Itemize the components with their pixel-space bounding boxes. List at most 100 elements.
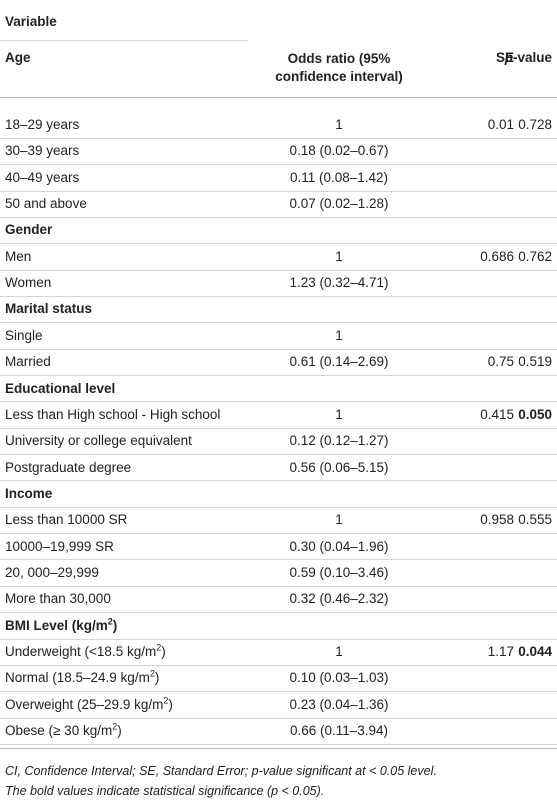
cell: Women	[5, 275, 52, 291]
cell: Obese (≥ 30 kg/m2)	[5, 721, 122, 739]
rule	[0, 40, 248, 41]
cell: 0.75	[487, 354, 514, 370]
cell: 1	[335, 644, 343, 659]
rule	[0, 243, 557, 245]
text-part: )	[168, 696, 173, 712]
rule	[0, 137, 557, 139]
cell: 0.728	[518, 117, 552, 132]
cell: 0.59 (0.10–3.46)	[289, 564, 389, 580]
cell: 40–49 years	[5, 169, 80, 185]
rule	[0, 97, 557, 98]
rule	[0, 480, 557, 482]
cell: 18–29 years	[5, 117, 80, 132]
section-label: BMI Level (kg/m2)	[5, 616, 117, 634]
cell: 10000–19,999 SR	[5, 538, 114, 554]
rule	[0, 748, 557, 749]
rule	[0, 743, 557, 745]
rule	[0, 295, 557, 297]
cell: Underweight (<18.5 kg/m2)	[5, 642, 166, 660]
rule	[0, 401, 557, 403]
rule	[0, 269, 557, 271]
text-part: -value	[512, 50, 552, 65]
cell: 0.12 (0.12–1.27)	[289, 433, 389, 449]
header-cell: p-value	[480, 50, 552, 66]
rule	[0, 427, 557, 429]
cell: 1	[335, 248, 343, 264]
cell: 1	[335, 512, 343, 528]
cell: 0.66 (0.11–3.94)	[289, 723, 389, 739]
cell: More than 30,000	[5, 591, 111, 607]
rule	[0, 375, 557, 376]
cell: 0.958	[480, 512, 514, 528]
cell: 20, 000–29,999	[5, 564, 99, 580]
header-cell: Age	[5, 50, 31, 65]
cell: 0.18 (0.02–0.67)	[289, 143, 389, 159]
rule	[0, 691, 557, 693]
cell: 0.61 (0.14–2.69)	[289, 354, 389, 370]
superscript: 2	[149, 668, 155, 679]
cell: 30–39 years	[5, 143, 80, 159]
cell: 0.415	[480, 406, 514, 422]
superscript: 2	[163, 695, 169, 706]
cell: Overweight (25–29.9 kg/m2)	[5, 695, 173, 713]
cell: Single	[5, 327, 43, 343]
rule	[0, 454, 557, 456]
top-header: Variable	[5, 14, 57, 29]
cell: 1.17	[487, 644, 514, 659]
rule	[0, 164, 557, 166]
cell: 0.555	[518, 512, 552, 528]
cell: 0.32 (0.46–2.32)	[289, 591, 389, 607]
footnote: CI, Confidence Interval; SE, Standard Er…	[5, 764, 437, 778]
cell: 0.01	[487, 117, 514, 132]
text-part: )	[161, 644, 166, 659]
cell: 0.30 (0.04–1.96)	[289, 538, 389, 554]
text-part: Obese (≥ 30 kg/m	[5, 723, 113, 739]
rule	[0, 190, 557, 192]
cell: Married	[5, 354, 51, 370]
rule	[0, 506, 557, 508]
section-label: Gender	[5, 222, 53, 238]
superscript: 2	[156, 642, 162, 653]
superscript: 2	[107, 616, 113, 627]
cell: 0.686	[480, 248, 514, 264]
cell: 0.762	[518, 248, 552, 264]
cell: 0.050	[518, 406, 552, 422]
rule	[0, 322, 557, 324]
cell: 1	[335, 117, 343, 132]
text-part: Underweight (<18.5 kg/m	[5, 644, 157, 659]
rule	[0, 216, 557, 218]
header-cell: Odds ratio (95% confidence interval)	[275, 51, 403, 84]
cell: 1.23 (0.32–4.71)	[289, 275, 389, 291]
cell: 0.044	[518, 644, 552, 659]
superscript: 2	[112, 721, 118, 732]
rule	[0, 612, 557, 614]
cell: 0.07 (0.02–1.28)	[289, 196, 389, 212]
rule	[0, 533, 557, 535]
cell: Less than High school - High school	[5, 406, 221, 422]
rule	[0, 638, 557, 640]
section-label: Marital status	[5, 301, 93, 317]
cell: Normal (18.5–24.9 kg/m2)	[5, 668, 160, 686]
header-cell: SE	[495, 50, 514, 65]
text-part: )	[154, 670, 160, 686]
text-part: )	[117, 723, 122, 739]
rule	[0, 585, 557, 587]
section-label: Educational level	[5, 380, 116, 396]
rule	[0, 717, 557, 719]
cell: 0.519	[518, 354, 552, 370]
footnote: The bold values indicate statistical sig…	[5, 784, 325, 798]
text-part: Overweight (25–29.9 kg/m	[5, 696, 164, 712]
rule	[0, 559, 557, 561]
cell: 1	[335, 327, 343, 343]
cell: 0.23 (0.04–1.36)	[289, 696, 389, 712]
cell: Less than 10000 SR	[5, 512, 128, 528]
rule	[0, 348, 557, 350]
cell: 0.10 (0.03–1.03)	[289, 670, 389, 686]
cell: Postgraduate degree	[5, 459, 132, 475]
cell: 0.56 (0.06–5.15)	[289, 459, 389, 475]
italic-part: p	[504, 50, 513, 65]
cell: Men	[5, 248, 32, 264]
cell: 0.11 (0.08–1.42)	[289, 169, 389, 185]
cell: 50 and above	[5, 196, 87, 212]
